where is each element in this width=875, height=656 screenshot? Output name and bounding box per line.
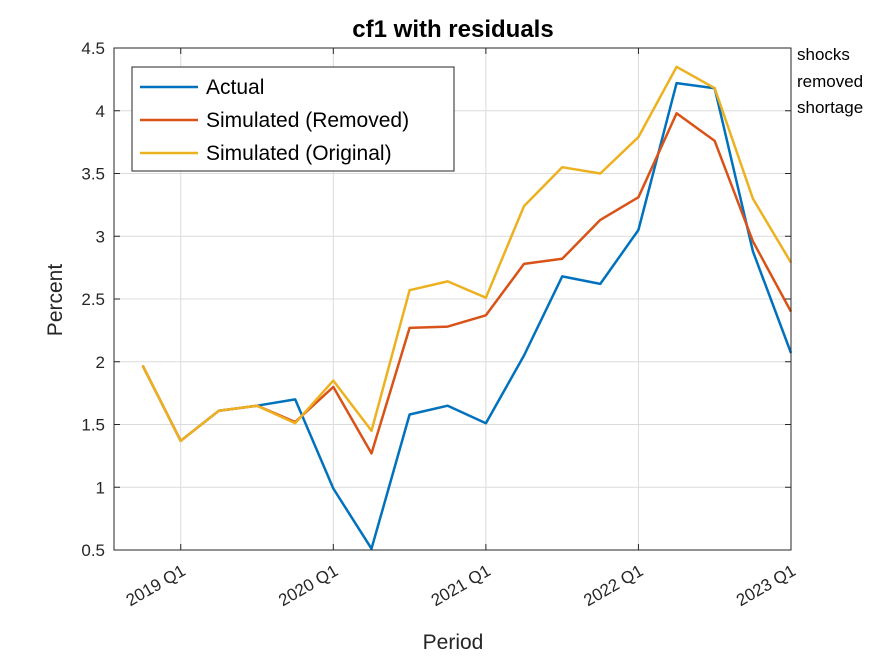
y-tick-label: 2.5 [81,290,105,309]
legend-label-actual: Actual [206,76,264,99]
y-tick-label: 4 [96,102,105,121]
x-tick-label: 2022 Q1 [580,561,646,610]
chart-title: cf1 with residuals [352,16,553,43]
y-tick-label: 0.5 [81,541,105,560]
y-tick-label: 1 [96,478,105,497]
legend-label-removed: Simulated (Removed) [206,109,409,132]
legend-label-original: Simulated (Original) [206,142,392,165]
x-tick-label: 2020 Q1 [275,561,341,610]
x-tick-label: 2019 Q1 [123,561,189,610]
y-tick-label: 4.5 [81,39,105,58]
annotation-line-3: shortage [797,99,863,116]
x-tick-label: 2021 Q1 [428,561,494,610]
y-tick-label: 3 [96,227,105,246]
annotation-line-2: removed [797,73,863,90]
y-tick-label: 1.5 [81,416,105,435]
y-tick-label: 2 [96,353,105,372]
y-axis-label: Percent [44,264,67,337]
x-tick-label: 2023 Q1 [733,561,799,610]
legend: Actual Simulated (Removed) Simulated (Or… [132,67,454,171]
x-axis-label: Period [423,631,484,654]
annotation-line-1: shocks [797,46,850,63]
y-tick-label: 3.5 [81,165,105,184]
